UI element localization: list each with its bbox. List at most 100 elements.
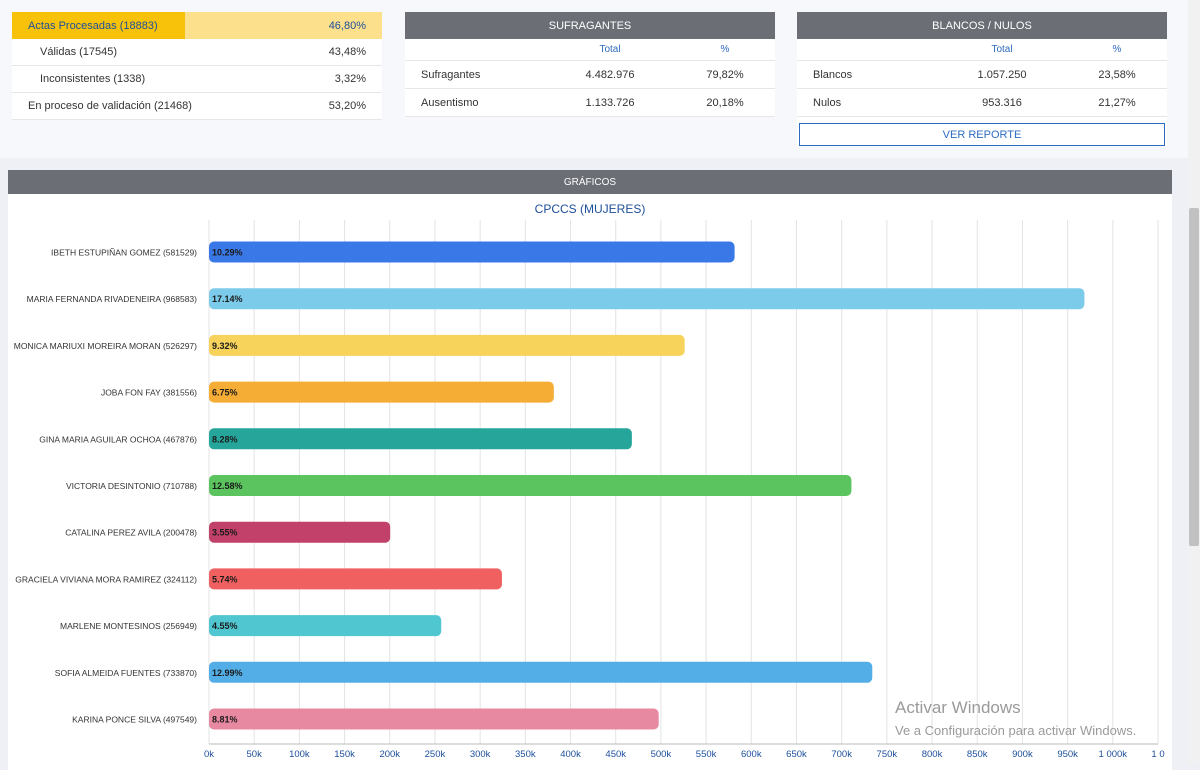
- watermark-line2: Ve a Configuración para activar Windows.: [895, 723, 1137, 738]
- category-label: SOFIA ALMEIDA FUENTES (733870): [55, 668, 197, 678]
- x-tick-label: 0k: [204, 749, 214, 760]
- bar: [209, 381, 554, 403]
- row-total: 953.316: [982, 96, 1022, 109]
- bar: [209, 428, 632, 450]
- scrollbar-thumb[interactable]: [1189, 208, 1199, 546]
- x-tick-label: 250k: [425, 749, 446, 760]
- watermark-line1: Activar Windows: [895, 698, 1021, 717]
- category-label: MONICA MARIUXI MOREIRA MORAN (526297): [14, 341, 197, 351]
- actas-progress-fill: [12, 12, 186, 39]
- chart-title: CPCCS (MUJERES): [534, 202, 646, 216]
- blancos-nulos-header: BLANCOS / NULOS: [797, 12, 1167, 39]
- bar: [209, 615, 442, 637]
- x-tick-label: 1 0: [1151, 749, 1164, 760]
- data-label: 17.14%: [212, 294, 243, 304]
- x-tick-label: 950k: [1057, 749, 1078, 760]
- actas-validas-row: Válidas (17545) 43,48%: [12, 39, 382, 66]
- actas-en-proceso-row: En proceso de validación (21468) 53,20%: [12, 93, 382, 120]
- data-label: 12.58%: [212, 481, 243, 491]
- bar: [209, 708, 659, 730]
- category-label: GINA MARIA AGUILAR OCHOA (467876): [39, 434, 197, 444]
- data-label: 3.55%: [212, 528, 238, 538]
- row-pct: 23,58%: [1098, 68, 1136, 81]
- bar: [209, 288, 1085, 310]
- row-pct: 21,27%: [1098, 96, 1136, 109]
- x-tick-label: 400k: [560, 749, 581, 760]
- bar: [209, 475, 852, 496]
- row-label: Nulos: [813, 96, 842, 109]
- x-tick-label: 700k: [831, 749, 852, 760]
- ver-reporte-button[interactable]: VER REPORTE: [799, 123, 1165, 146]
- category-label: MARIA FERNANDA RIVADENEIRA (968583): [27, 294, 198, 304]
- category-label: CATALINA PEREZ AVILA (200478): [65, 528, 197, 538]
- bar: [209, 568, 502, 590]
- windows-activation-watermark: Activar Windows Ve a Configuración para …: [895, 698, 1136, 738]
- x-tick-label: 750k: [877, 749, 898, 760]
- x-tick-label: 450k: [605, 749, 626, 760]
- data-label: 6.75%: [212, 388, 238, 398]
- table-row: Nulos 953.316 21,27%: [797, 89, 1167, 117]
- x-tick-label: 300k: [470, 749, 491, 760]
- data-label: 8.81%: [212, 715, 238, 725]
- summary-area: Actas Procesadas (18883) 46,80% Válidas …: [0, 0, 1188, 158]
- data-label: 4.55%: [212, 621, 238, 631]
- actas-procesadas-value: 46,80%: [328, 19, 366, 32]
- blancos-column-headers: Total %: [797, 39, 1167, 61]
- x-tick-label: 600k: [741, 749, 762, 760]
- actas-row-value: 43,48%: [328, 46, 366, 58]
- x-tick-label: 650k: [786, 749, 807, 760]
- actas-row-label: Inconsistentes (1338): [40, 73, 146, 85]
- sufragantes-header: SUFRAGANTES: [405, 12, 775, 39]
- scrollbar[interactable]: [1188, 0, 1200, 763]
- row-label: Blancos: [813, 68, 853, 81]
- col-total: Total: [599, 44, 621, 55]
- data-label: 12.99%: [212, 668, 243, 678]
- row-total: 4.482.976: [585, 68, 635, 81]
- row-label: Sufragantes: [421, 68, 481, 81]
- x-tick-label: 100k: [289, 749, 310, 760]
- x-tick-label: 550k: [696, 749, 717, 760]
- x-tick-label: 800k: [922, 749, 943, 760]
- x-tick-label: 350k: [515, 749, 536, 760]
- actas-procesadas-label: Actas Procesadas (18883): [28, 19, 158, 32]
- graficos-header: GRÁFICOS: [8, 170, 1172, 194]
- data-label: 5.74%: [212, 574, 238, 584]
- sufragantes-panel: SUFRAGANTES Total % Sufragantes 4.482.97…: [405, 12, 775, 117]
- sufragantes-column-headers: Total %: [405, 39, 775, 61]
- x-tick-label: 900k: [1012, 749, 1033, 760]
- actas-panel: Actas Procesadas (18883) 46,80% Válidas …: [12, 12, 382, 120]
- bar: [209, 521, 391, 543]
- actas-inconsistentes-row: Inconsistentes (1338) 3,32%: [12, 66, 382, 93]
- category-label: VICTORIA DESINTONIO (710788): [66, 481, 197, 491]
- x-tick-label: 200k: [379, 749, 400, 760]
- actas-row-label: En proceso de validación (21468): [28, 100, 192, 112]
- category-label: IBETH ESTUPIÑAN GOMEZ (581529): [51, 248, 197, 258]
- x-tick-label: 150k: [334, 749, 355, 760]
- table-row: Blancos 1.057.250 23,58%: [797, 61, 1167, 89]
- category-label: GRACIELA VIVIANA MORA RAMIREZ (324112): [15, 574, 197, 584]
- blancos-nulos-panel: BLANCOS / NULOS Total % Blancos 1.057.25…: [797, 12, 1167, 146]
- data-label: 10.29%: [212, 248, 243, 258]
- row-pct: 20,18%: [706, 96, 744, 109]
- actas-row-value: 3,32%: [334, 73, 366, 85]
- actas-procesadas-row: Actas Procesadas (18883) 46,80%: [12, 12, 382, 39]
- bar-chart: 0k 50k 100k 150k 200k 250k 300k 350k 400k 450k 500…: [14, 220, 1165, 760]
- actas-row-label: Válidas (17545): [40, 46, 118, 58]
- x-tick-label: 50k: [247, 749, 263, 760]
- bar: [209, 661, 873, 683]
- category-label: JOBA FON FAY (381556): [101, 388, 197, 398]
- data-label: 8.28%: [212, 434, 238, 444]
- table-row: Ausentismo 1.133.726 20,18%: [405, 89, 775, 117]
- table-row: Sufragantes 4.482.976 79,82%: [405, 61, 775, 89]
- bar: [209, 241, 735, 263]
- x-tick-label: 1 000k: [1099, 749, 1128, 760]
- row-total: 1.057.250: [977, 68, 1027, 81]
- bar: [209, 334, 685, 356]
- col-total: Total: [991, 44, 1013, 55]
- actas-row-value: 53,20%: [328, 100, 366, 112]
- row-label: Ausentismo: [421, 96, 479, 109]
- x-tick-label: 850k: [967, 749, 988, 760]
- data-label: 9.32%: [212, 341, 238, 351]
- graficos-panel: GRÁFICOS CPCCS (MUJERES) 0k 50k 100k 150k 20…: [8, 170, 1172, 770]
- row-total: 1.133.726: [585, 96, 635, 109]
